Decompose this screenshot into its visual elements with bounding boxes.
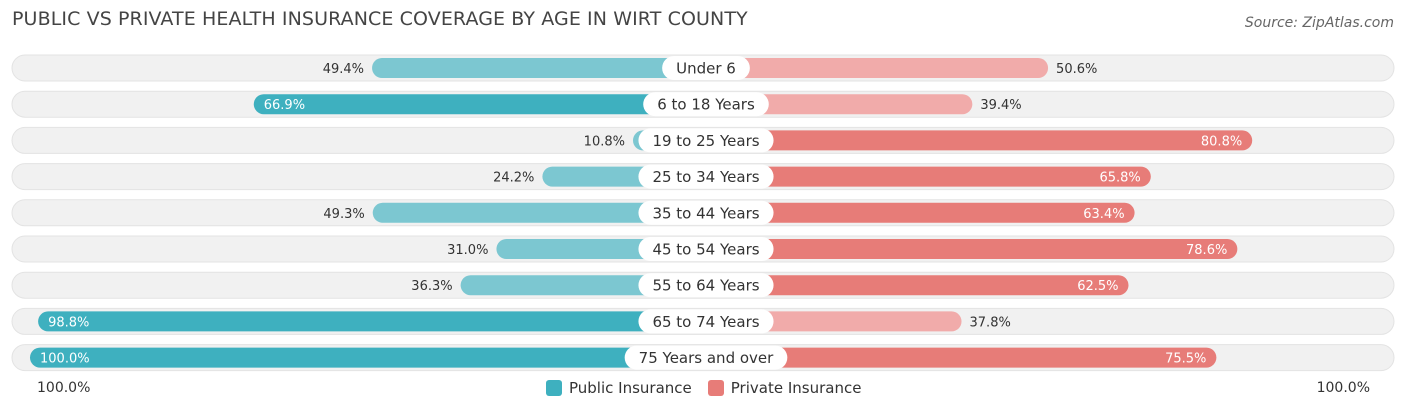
category-label: 65 to 74 Years <box>652 313 759 331</box>
private-bar <box>706 58 1049 78</box>
category-pill <box>638 164 774 189</box>
private-value-label: 62.5% <box>1077 279 1118 294</box>
category-label: 55 to 64 Years <box>652 277 759 295</box>
legend-item-private: Private Insurance <box>707 379 862 397</box>
private-bar <box>706 94 973 115</box>
category-label: 6 to 18 Years <box>657 96 755 114</box>
private-value-label: 75.5% <box>1165 352 1206 367</box>
chart-title: PUBLIC VS PRIVATE HEALTH INSURANCE COVER… <box>12 8 748 30</box>
public-value-label: 66.9% <box>264 98 305 113</box>
private-value-label: 39.4% <box>980 98 1021 113</box>
category-pill <box>638 237 774 261</box>
public-bar <box>372 202 706 223</box>
private-value-label: 78.6% <box>1186 243 1227 258</box>
category-label: 45 to 54 Years <box>652 241 759 259</box>
public-bar <box>38 311 706 332</box>
public-bar <box>253 94 707 115</box>
private-bar <box>706 275 1129 296</box>
legend-item-public: Public Insurance <box>546 379 692 397</box>
private-value-label: 80.8% <box>1201 134 1242 149</box>
legend: Public Insurance Private Insurance <box>546 379 861 397</box>
private-value-label: 37.8% <box>970 315 1011 330</box>
public-value-label: 98.8% <box>48 315 89 330</box>
private-bar <box>706 166 1151 187</box>
legend-swatch-private <box>707 380 724 396</box>
legend-swatch-public <box>546 380 562 396</box>
category-pill <box>662 56 750 80</box>
category-pill <box>638 273 774 298</box>
category-pill <box>624 345 788 370</box>
public-bar <box>372 58 706 78</box>
private-bar <box>706 202 1135 223</box>
chart-canvas: 49.4% 50.6% Under 6 66.9% 39.4% 6 to 18 Years… <box>11 54 1395 372</box>
category-label: Under 6 <box>676 60 736 78</box>
private-bar <box>706 347 1217 368</box>
public-value-label: 36.3% <box>411 279 452 294</box>
private-bar <box>706 239 1238 259</box>
public-value-label: 49.4% <box>323 62 364 77</box>
axis-right-label: 100.0% <box>1316 380 1370 396</box>
category-label: 75 Years and over <box>639 349 774 367</box>
private-value-label: 65.8% <box>1099 171 1140 186</box>
source-note: Source: ZipAtlas.com <box>1244 15 1394 31</box>
private-value-label: 50.6% <box>1056 62 1097 77</box>
public-value-label: 24.2% <box>493 171 534 186</box>
legend-label-public: Public Insurance <box>569 379 692 397</box>
category-pill <box>638 128 774 153</box>
legend-label-private: Private Insurance <box>730 379 862 397</box>
public-value-label: 100.0% <box>40 352 90 367</box>
category-label: 25 to 34 Years <box>652 168 759 186</box>
category-pill <box>638 309 774 334</box>
category-label: 35 to 44 Years <box>652 204 759 222</box>
private-bar <box>706 130 1253 151</box>
category-pill <box>643 92 769 117</box>
private-value-label: 63.4% <box>1083 207 1124 222</box>
category-pill <box>638 200 774 225</box>
axis-left-label: 100.0% <box>37 380 91 396</box>
public-bar <box>30 347 706 368</box>
public-value-label: 31.0% <box>447 243 488 258</box>
category-label: 19 to 25 Years <box>652 132 759 150</box>
public-value-label: 49.3% <box>323 207 364 222</box>
public-value-label: 10.8% <box>584 134 625 149</box>
